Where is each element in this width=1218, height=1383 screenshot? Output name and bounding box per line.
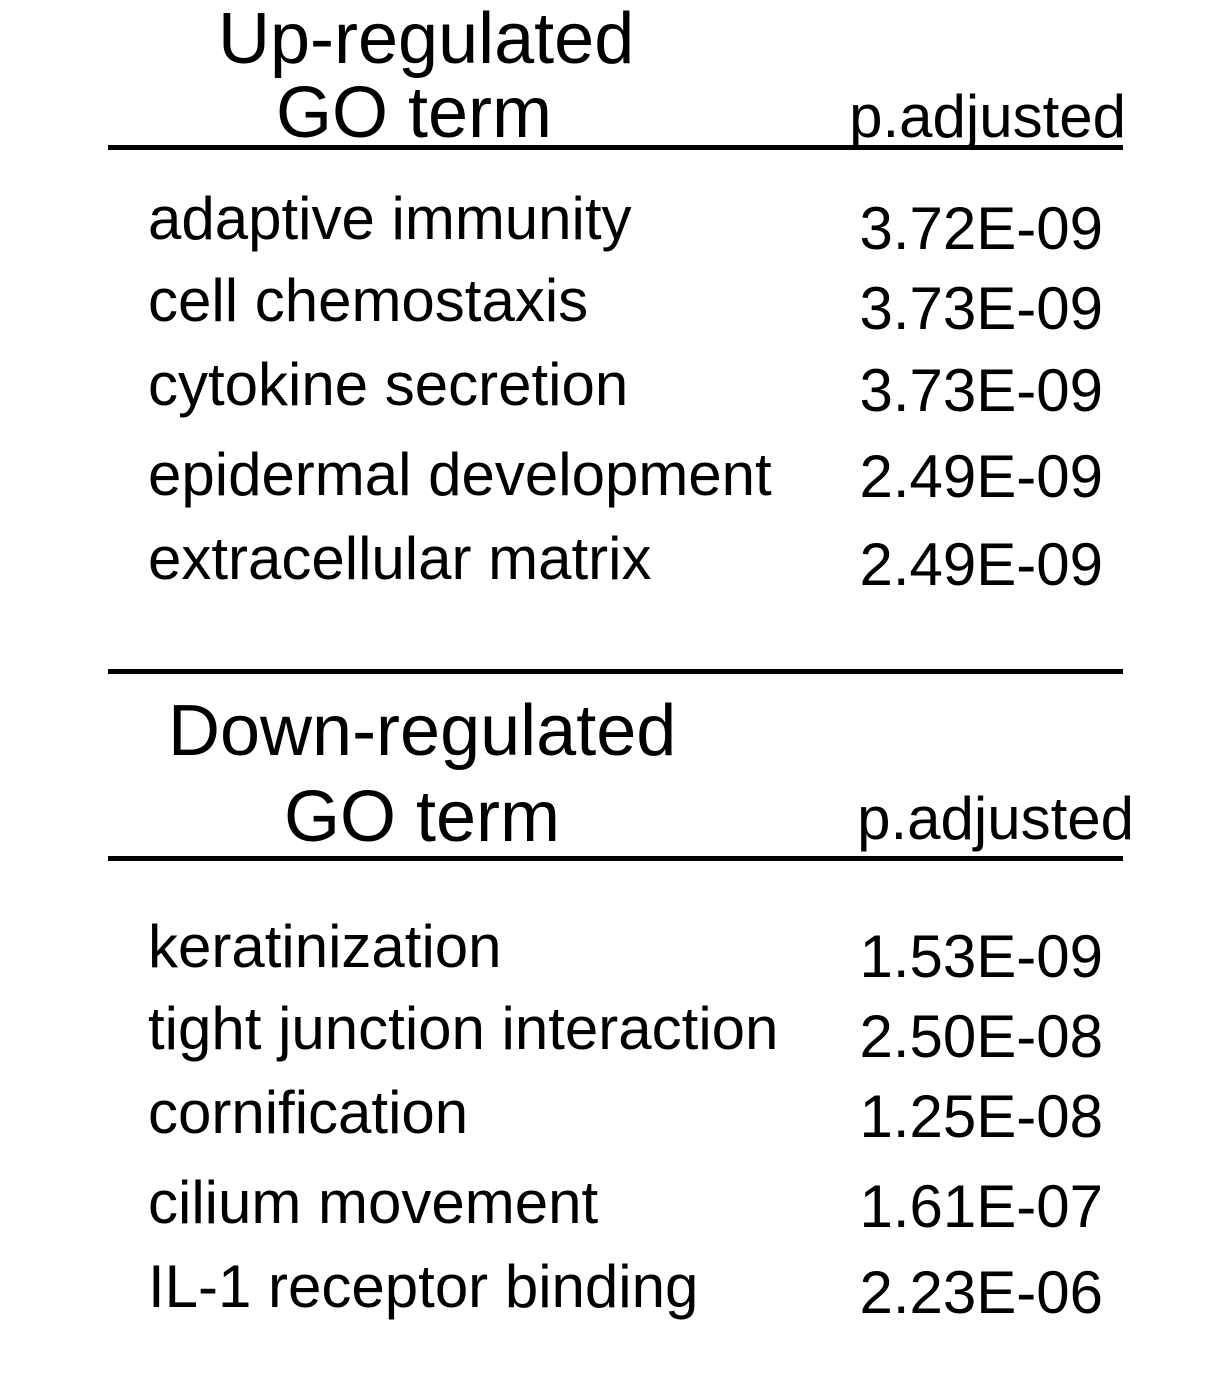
p-adjusted-value: 3.73E-09 [859, 275, 1103, 342]
table-row: tight junction interaction 2.50E-08 [0, 996, 1218, 1076]
p-adjusted-value: 3.73E-09 [859, 357, 1103, 424]
table-row: adaptive immunity 3.72E-09 [0, 186, 1218, 266]
table-row: epidermal development 2.49E-09 [0, 442, 1218, 522]
down-title-line1: Down-regulated [168, 691, 677, 771]
p-adjusted-value: 2.49E-09 [859, 443, 1103, 510]
go-term: adaptive immunity [148, 185, 632, 252]
go-term: tight junction interaction [148, 995, 779, 1062]
p-adjusted-value: 2.49E-09 [859, 531, 1103, 598]
table-row: cilium movement 1.61E-07 [0, 1170, 1218, 1250]
table-row: cell chemostaxis 3.73E-09 [0, 268, 1218, 348]
go-term: keratinization [148, 913, 502, 980]
up-title-line1: Up-regulated [218, 0, 635, 79]
p-adjusted-value: 1.61E-07 [859, 1173, 1103, 1240]
up-pvalue-header: p.adjusted [849, 83, 1126, 150]
section-divider [108, 669, 1123, 674]
table-row: keratinization 1.53E-09 [0, 914, 1218, 994]
go-term: cilium movement [148, 1169, 599, 1236]
go-term: epidermal development [148, 441, 772, 508]
table-row: cornification 1.25E-08 [0, 1080, 1218, 1160]
p-adjusted-value: 2.50E-08 [859, 1003, 1103, 1070]
down-header-rule [108, 856, 1123, 861]
go-term: IL-1 receptor binding [148, 1253, 699, 1320]
table-row: IL-1 receptor binding 2.23E-06 [0, 1254, 1218, 1334]
p-adjusted-value: 2.23E-06 [859, 1259, 1103, 1326]
go-term: cytokine secretion [148, 351, 629, 418]
go-term: cornification [148, 1079, 469, 1146]
go-term: extracellular matrix [148, 525, 652, 592]
p-adjusted-value: 3.72E-09 [859, 195, 1103, 262]
go-term: cell chemostaxis [148, 267, 589, 334]
p-adjusted-value: 1.53E-09 [859, 923, 1103, 990]
table-row: cytokine secretion 3.73E-09 [0, 352, 1218, 432]
up-header-rule [108, 145, 1123, 150]
down-pvalue-header: p.adjusted [857, 785, 1134, 852]
table-row: extracellular matrix 2.49E-09 [0, 526, 1218, 606]
p-adjusted-value: 1.25E-08 [859, 1083, 1103, 1150]
up-title-line2: GO term [276, 73, 553, 153]
down-title-line2: GO term [284, 777, 561, 857]
